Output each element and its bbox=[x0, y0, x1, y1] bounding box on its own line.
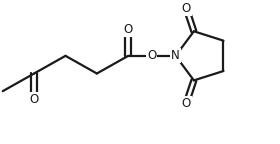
Text: O: O bbox=[181, 2, 191, 15]
Text: O: O bbox=[181, 97, 191, 110]
Text: N: N bbox=[171, 49, 180, 62]
Text: O: O bbox=[29, 93, 39, 106]
Text: O: O bbox=[123, 23, 133, 36]
Text: O: O bbox=[147, 49, 157, 62]
